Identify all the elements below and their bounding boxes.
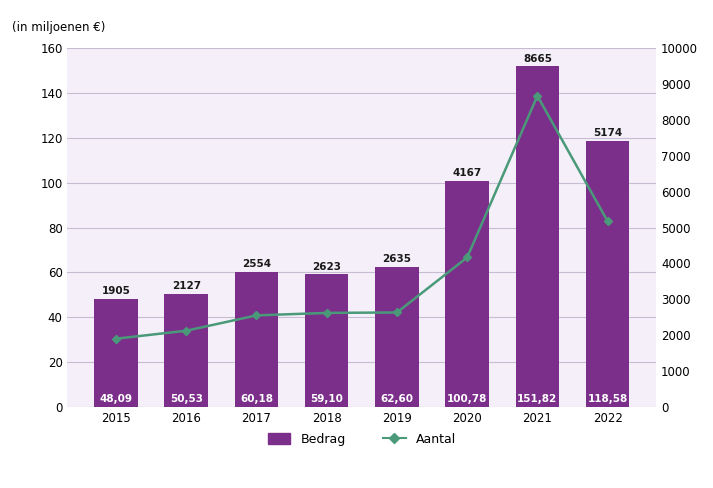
Bar <box>235 272 278 407</box>
Text: 5174: 5174 <box>593 128 622 138</box>
Bar <box>165 294 208 407</box>
Text: 118,58: 118,58 <box>588 394 627 404</box>
Text: 62,60: 62,60 <box>381 394 414 404</box>
Bar <box>515 66 559 407</box>
Text: 1905: 1905 <box>101 286 130 297</box>
Text: 59,10: 59,10 <box>310 394 343 404</box>
Bar <box>586 141 630 407</box>
Bar <box>375 266 419 407</box>
Text: 151,82: 151,82 <box>517 394 558 404</box>
Text: 2635: 2635 <box>382 254 411 264</box>
Text: 60,18: 60,18 <box>240 394 273 404</box>
Bar <box>305 274 349 407</box>
Text: 2623: 2623 <box>312 262 342 272</box>
Text: 48,09: 48,09 <box>100 394 133 404</box>
Text: 2127: 2127 <box>172 281 201 291</box>
Text: 4167: 4167 <box>453 168 482 178</box>
Legend: Bedrag, Aantal: Bedrag, Aantal <box>263 428 461 451</box>
Text: 50,53: 50,53 <box>170 394 202 404</box>
Text: 100,78: 100,78 <box>447 394 488 404</box>
Text: 8665: 8665 <box>523 54 552 63</box>
Bar <box>94 299 138 407</box>
Text: 2554: 2554 <box>242 259 271 269</box>
Text: (in miljoenen €): (in miljoenen €) <box>11 20 105 34</box>
Bar <box>446 181 489 407</box>
